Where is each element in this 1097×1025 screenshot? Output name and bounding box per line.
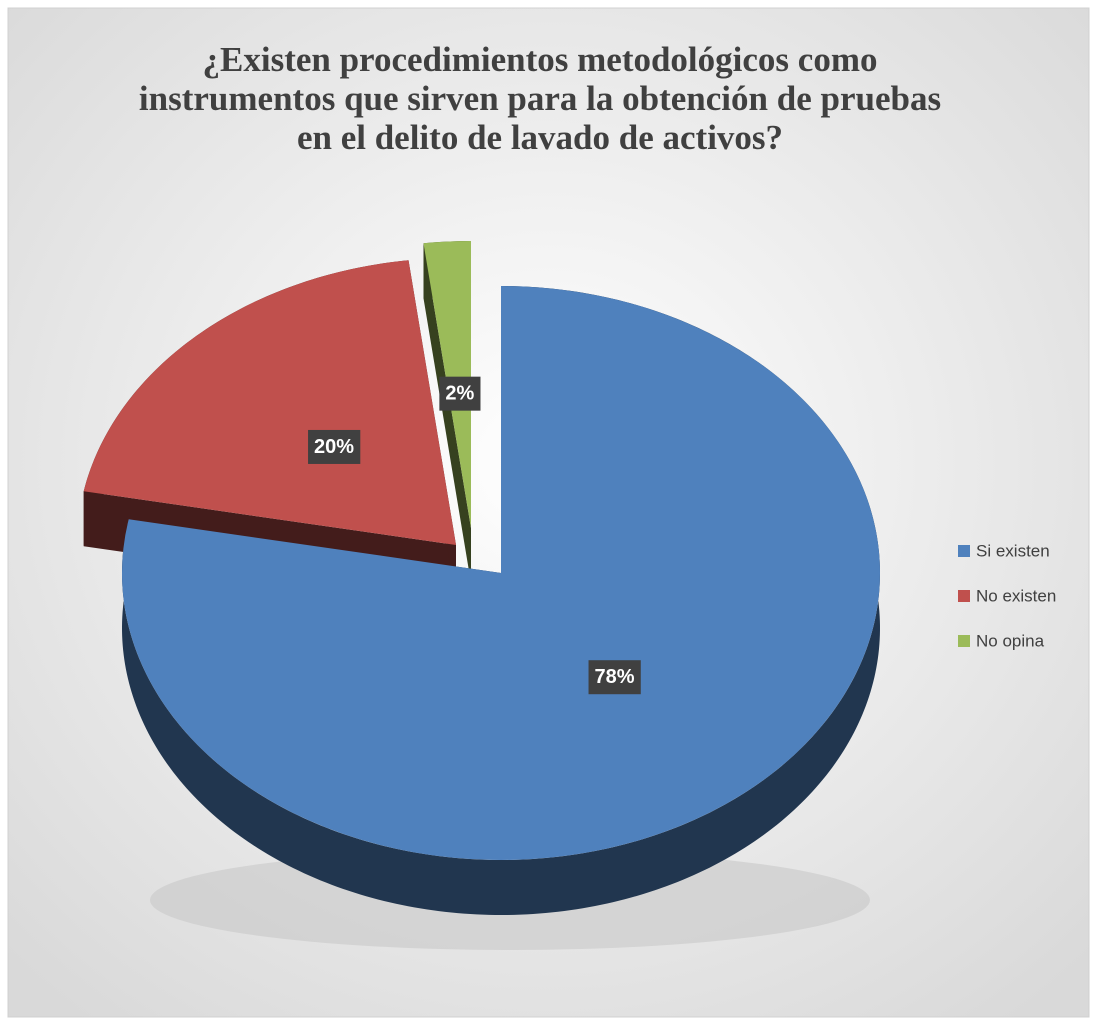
legend-label: Si existen <box>976 541 1050 560</box>
data-label-box <box>308 429 361 464</box>
legend-swatch <box>958 635 970 647</box>
data-label-box <box>439 376 481 411</box>
chart-title: ¿Existen procedimientos metodológicos co… <box>138 40 942 157</box>
data-label-group: 20% <box>308 429 361 464</box>
legend-swatch <box>958 590 970 602</box>
data-label-box <box>588 660 641 695</box>
data-label-group: 2% <box>439 376 481 411</box>
data-label: 78% <box>595 666 635 688</box>
data-label: 20% <box>314 436 354 458</box>
legend-label: No existen <box>976 586 1056 605</box>
data-label-group: 78% <box>588 660 641 695</box>
slice <box>83 260 456 545</box>
legend-swatch <box>958 545 970 557</box>
data-label: 2% <box>445 383 474 405</box>
legend-label: No opina <box>976 631 1045 650</box>
slice-wall <box>423 243 471 584</box>
slice <box>122 286 881 860</box>
